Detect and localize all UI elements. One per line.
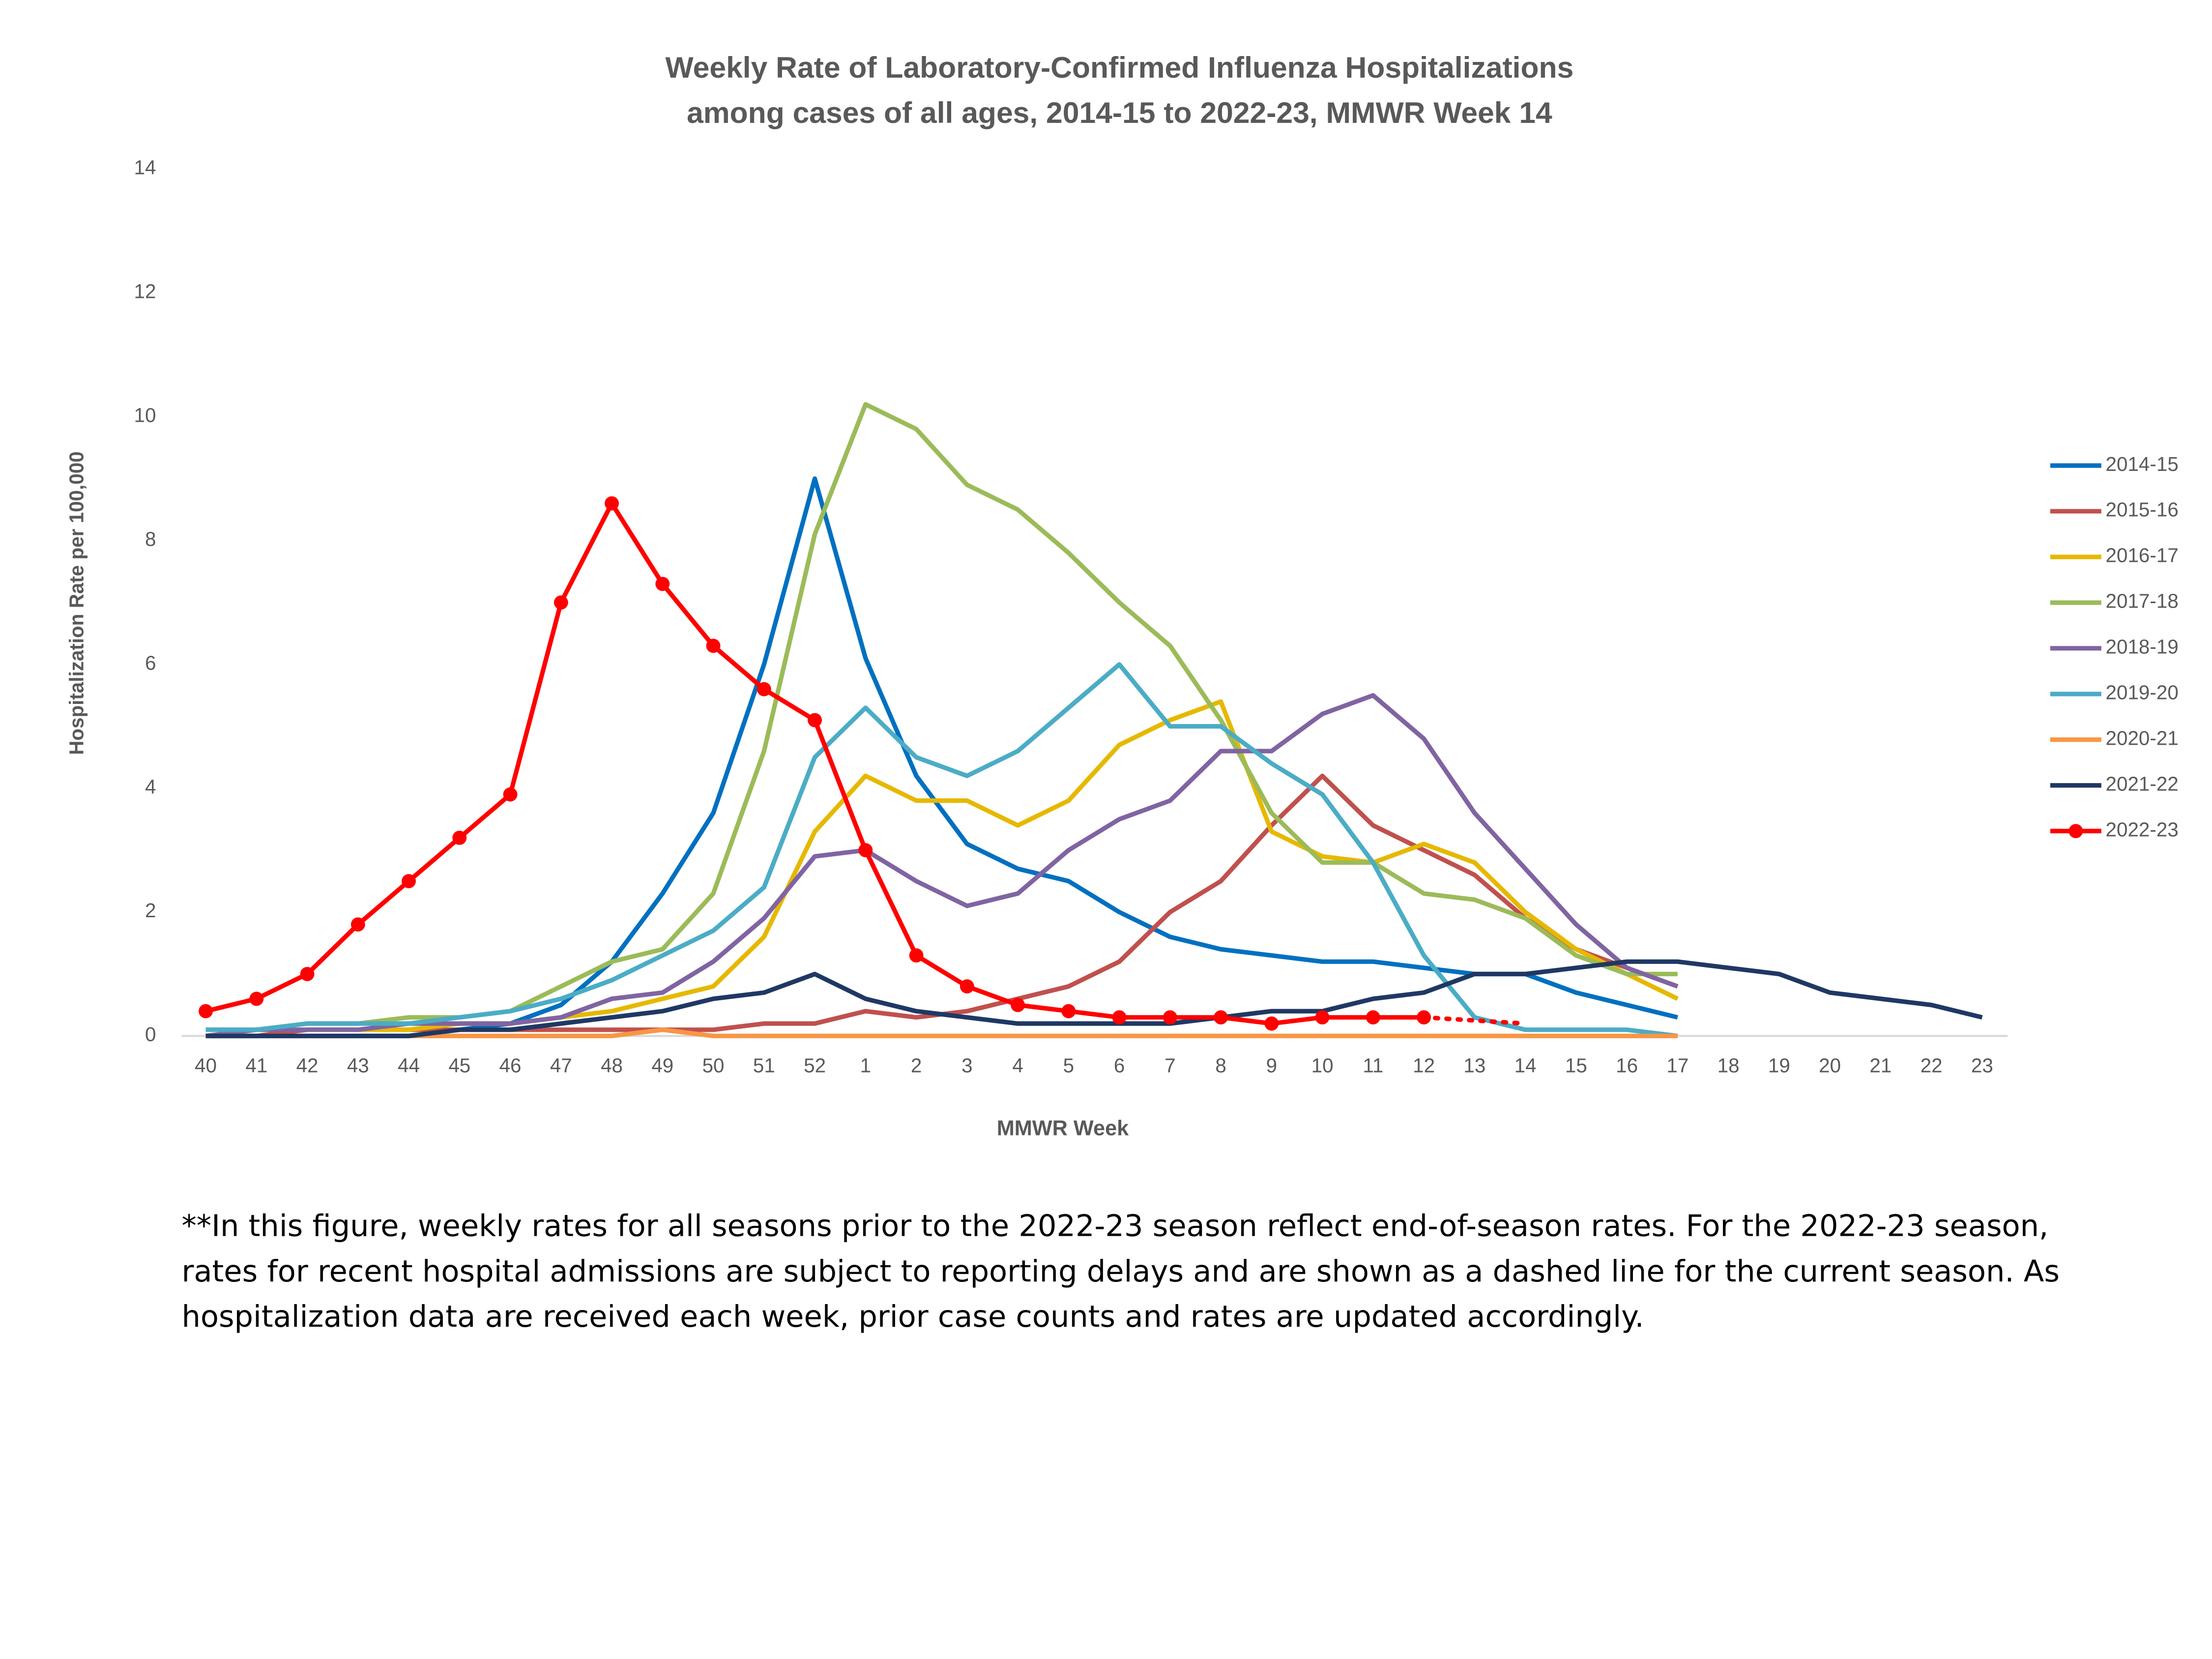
x-tick-label: 1 [860,1054,871,1077]
x-tick-label: 11 [1363,1054,1383,1077]
series-marker [605,496,619,511]
y-tick-label: 6 [145,651,156,674]
legend-label: 2014-15 [2106,453,2179,475]
series-marker [1011,998,1025,1012]
x-tick-label: 42 [296,1054,319,1077]
series-line [205,476,1678,1039]
x-tick-label: 9 [1266,1054,1277,1077]
legend-label: 2017-18 [2106,590,2179,612]
x-tick-label: 4 [1012,1054,1023,1077]
series-marker [402,874,416,888]
legend-label: 2019-20 [2106,681,2179,704]
x-tick-label: 8 [1215,1054,1226,1077]
legend-label: 2021-22 [2106,772,2179,795]
y-tick-label: 4 [145,775,156,798]
legend-marker [2068,824,2083,839]
y-tick-label: 12 [134,280,156,302]
series-marker [199,1004,213,1019]
y-tick-label: 8 [145,527,156,550]
x-tick-label: 47 [550,1054,572,1077]
series-marker [706,639,721,653]
legend-label: 2020-21 [2106,727,2179,749]
x-tick-label: 10 [1311,1054,1334,1077]
x-tick-label: 2 [911,1054,922,1077]
x-tick-label: 13 [1463,1054,1485,1077]
x-tick-label: 12 [1413,1054,1435,1077]
x-axis-label: MMWR Week [997,1116,1129,1140]
footnote-box: **In this figure, weekly rates for all s… [181,1209,2060,1334]
series-marker [249,991,264,1006]
y-tick-label: 2 [145,899,156,922]
x-tick-label: 46 [499,1054,522,1077]
x-tick-label: 41 [245,1054,267,1077]
series-marker [350,917,365,932]
series-line [205,662,1678,1039]
x-tick-label: 52 [804,1054,826,1077]
series-marker [757,682,771,697]
x-tick-label: 3 [961,1054,972,1077]
series-marker [960,979,974,994]
x-tick-label: 49 [651,1054,673,1077]
series-marker [858,843,873,857]
series-marker [1417,1010,1431,1025]
x-tick-label: 16 [1616,1054,1638,1077]
series-marker [1315,1010,1330,1025]
y-axis-label: Hospitalization Rate per 100,000 [65,451,87,755]
series-marker [655,577,670,591]
series-marker [1366,1010,1380,1025]
x-tick-label: 6 [1114,1054,1125,1077]
x-tick-label: 43 [347,1054,369,1077]
y-tick-label: 0 [145,1023,156,1046]
x-tick-label: 50 [702,1054,725,1077]
footnote: **In this figure, weekly rates for all s… [181,1209,2060,1334]
legend-label: 2022-23 [2106,818,2179,841]
x-tick-label: 40 [195,1054,217,1077]
chart-title: Weekly Rate of Laboratory-Confirmed Infl… [666,51,1574,84]
series-marker [452,830,467,845]
series-line [205,959,1983,1039]
series-marker [808,713,822,728]
x-tick-label: 22 [1921,1054,1943,1077]
series-marker [300,967,315,981]
x-tick-label: 44 [398,1054,420,1077]
x-tick-label: 21 [1869,1054,1892,1077]
series-line [205,1027,1678,1039]
series-marker [909,948,924,963]
series-marker [1061,1004,1076,1019]
x-tick-label: 7 [1164,1054,1175,1077]
series-marker [1264,1016,1279,1031]
x-tick-label: 15 [1565,1054,1587,1077]
x-tick-label: 51 [753,1054,775,1077]
x-tick-label: 18 [1717,1054,1740,1077]
legend-label: 2015-16 [2106,498,2179,521]
chart-title: among cases of all ages, 2014-15 to 2022… [687,96,1552,129]
series-marker [1112,1010,1127,1025]
y-tick-label: 14 [134,156,156,179]
x-tick-label: 48 [601,1054,623,1077]
x-tick-label: 23 [1971,1054,1993,1077]
x-tick-label: 19 [1768,1054,1790,1077]
series-marker [1214,1010,1228,1025]
series-marker [1163,1010,1177,1025]
x-tick-label: 20 [1819,1054,1841,1077]
legend-label: 2018-19 [2106,636,2179,658]
x-tick-label: 14 [1514,1054,1537,1077]
legend-label: 2016-17 [2106,544,2179,567]
series-marker [553,595,568,610]
series-line [205,402,1678,1032]
y-tick-label: 10 [134,404,156,426]
series-marker [503,787,518,802]
x-tick-label: 45 [448,1054,470,1077]
x-tick-label: 5 [1063,1054,1074,1077]
x-tick-label: 17 [1666,1054,1688,1077]
series-line [205,693,1679,1039]
